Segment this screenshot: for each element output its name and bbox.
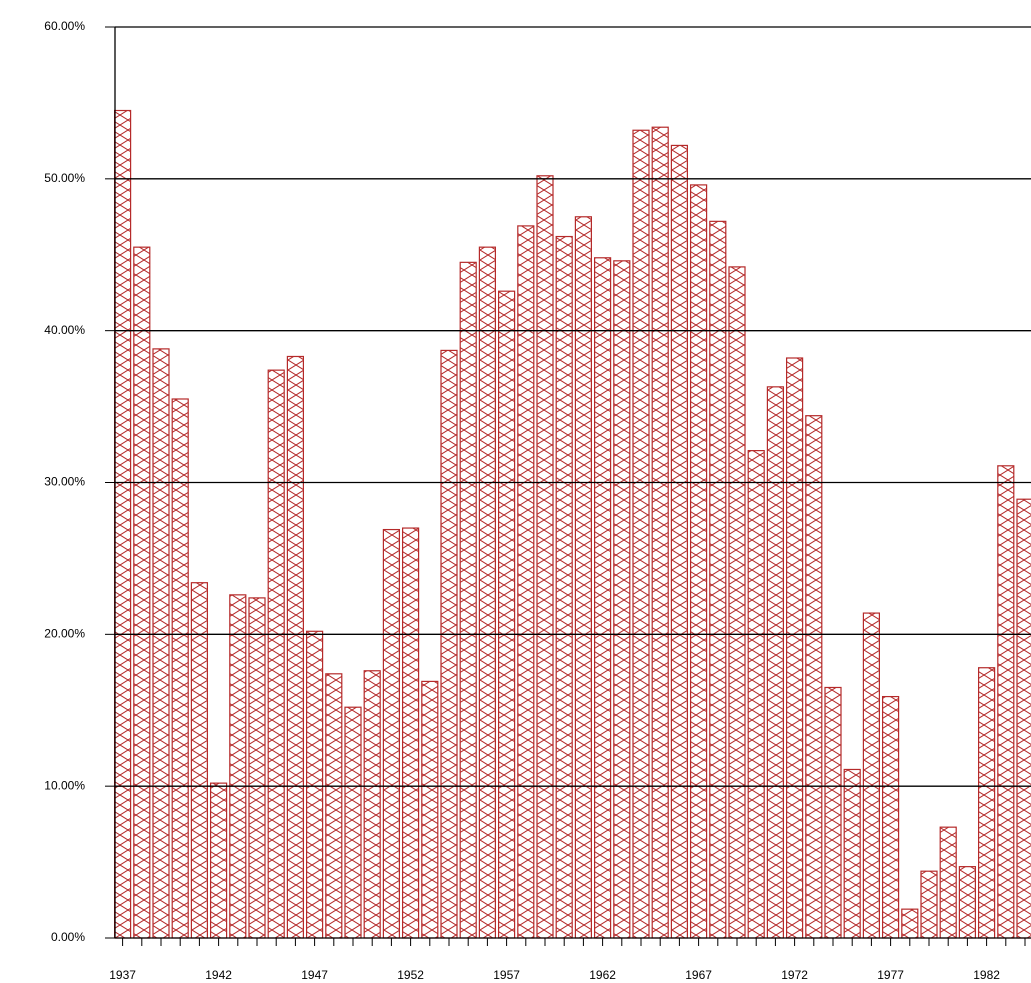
bar-hatch	[517, 225, 534, 938]
bar-hatch	[191, 582, 208, 938]
bar-hatch	[767, 386, 784, 939]
x-tick-label: 1942	[205, 968, 232, 982]
bar-hatch	[249, 597, 265, 938]
bar-hatch	[153, 348, 169, 938]
x-tick-label: 1957	[493, 968, 520, 982]
bar-hatch	[498, 291, 515, 938]
bar-hatch	[325, 673, 342, 938]
bar-hatch	[633, 130, 649, 938]
bar-hatch	[997, 465, 1014, 938]
bar-hatch	[671, 145, 688, 938]
x-tick-label: 1937	[109, 968, 136, 982]
bar-hatch	[556, 236, 573, 938]
bar-hatch	[652, 127, 669, 938]
x-tick-label: 1977	[877, 968, 904, 982]
bar-hatch	[613, 260, 630, 938]
bar-hatch	[210, 783, 227, 938]
bar-hatch	[268, 370, 285, 939]
bar-hatch	[479, 247, 496, 939]
bar-hatch	[825, 687, 841, 938]
x-tick-label: 1952	[397, 968, 424, 982]
bar-hatch	[383, 529, 400, 938]
bar-hatch	[748, 450, 765, 938]
bar-hatch	[287, 356, 304, 938]
bar-hatch	[863, 613, 880, 938]
bar-hatch	[345, 707, 361, 938]
x-tick-label: 1982	[973, 968, 1000, 982]
bar-hatch	[882, 696, 899, 938]
y-tick-label: 20.00%	[44, 627, 85, 641]
x-tick-label: 1947	[301, 968, 328, 982]
y-tick-label: 40.00%	[44, 323, 85, 337]
x-tick-label: 1967	[685, 968, 712, 982]
y-tick-label: 0.00%	[51, 930, 85, 944]
bar-hatch	[594, 257, 611, 939]
y-tick-label: 10.00%	[44, 778, 85, 792]
y-tick-label: 60.00%	[44, 19, 85, 33]
x-tick-label: 1962	[589, 968, 616, 982]
bar-hatch	[729, 266, 745, 938]
bar-hatch	[940, 827, 957, 938]
bar-hatch	[537, 175, 553, 939]
bar-hatch	[441, 350, 457, 938]
bar-hatch	[229, 594, 246, 938]
bar-hatch	[921, 871, 937, 938]
y-tick-label: 30.00%	[44, 475, 85, 489]
bar-hatch	[421, 681, 438, 938]
x-tick-label: 1972	[781, 968, 808, 982]
bar-hatch	[364, 670, 381, 938]
bar-hatch	[133, 247, 150, 939]
bar-hatch	[306, 631, 323, 938]
bar-hatch	[575, 216, 592, 938]
bar-hatch	[402, 528, 419, 938]
bar-hatch	[805, 415, 822, 938]
bar-hatch	[114, 110, 131, 939]
bar-hatch	[172, 398, 189, 938]
bar-hatch	[690, 184, 707, 938]
y-tick-label: 50.00%	[44, 171, 85, 185]
bar-hatch	[786, 357, 803, 938]
bar-hatch	[844, 769, 861, 938]
bar-hatch	[460, 262, 477, 938]
bar-hatch	[959, 866, 976, 938]
bar-hatch	[709, 221, 726, 938]
bar-hatch	[1017, 499, 1031, 938]
bar-hatch	[978, 667, 995, 938]
bar-hatch	[901, 909, 918, 938]
